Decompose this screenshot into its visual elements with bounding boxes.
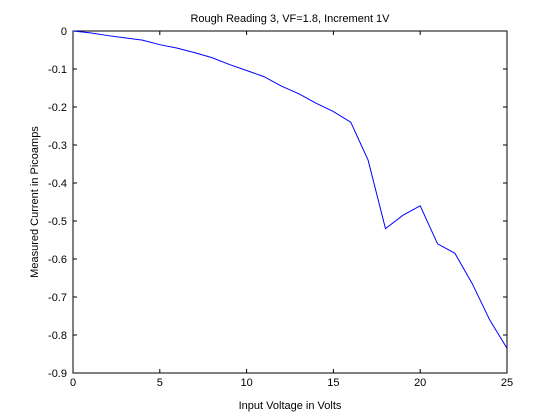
x-tick-label: 0: [70, 377, 76, 389]
y-tick-label: -0.4: [48, 178, 67, 190]
series-layer: [72, 30, 508, 349]
y-tick-label: -0.8: [48, 330, 67, 342]
x-tick-label: 10: [240, 377, 252, 389]
x-tick-label: 20: [414, 377, 426, 389]
y-axis-label: Measured Current in Picoamps: [29, 126, 41, 278]
chart-title: Rough Reading 3, VF=1.8, Increment 1V: [190, 13, 390, 25]
x-axis-label: Input Voltage in Volts: [239, 400, 342, 412]
plot-area: [72, 30, 508, 374]
x-tick-label: 25: [501, 377, 513, 389]
y-tick-label: -0.6: [48, 254, 67, 266]
x-axis: 0 5 10 15 20 25: [70, 31, 513, 389]
y-tick-label: -0.1: [48, 64, 67, 76]
y-tick-label: 0: [61, 26, 67, 38]
y-tick-label: -0.3: [48, 140, 67, 152]
x-tick-label: 5: [157, 377, 163, 389]
y-tick-label: -0.9: [48, 368, 67, 380]
series-line: [72, 30, 508, 349]
x-tick-label: 15: [327, 377, 339, 389]
y-tick-label: -0.2: [48, 102, 67, 114]
y-tick-label: -0.7: [48, 292, 67, 304]
y-tick-label: -0.5: [48, 216, 67, 228]
